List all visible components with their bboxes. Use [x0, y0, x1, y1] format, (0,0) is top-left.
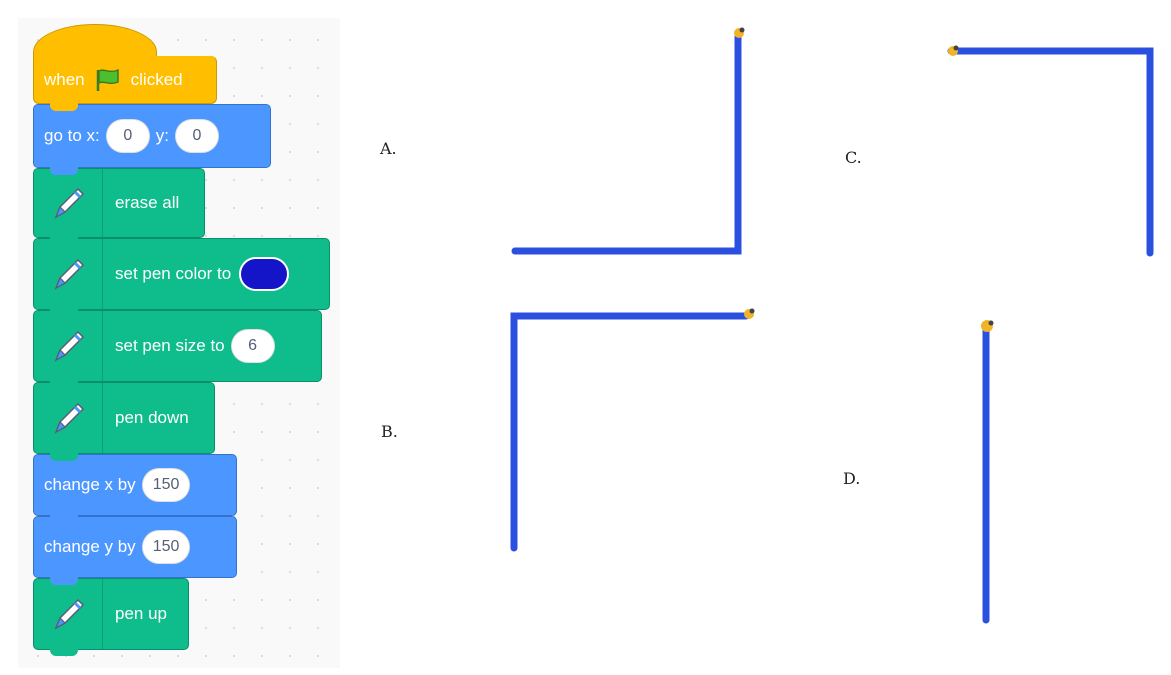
- set-pen-color-block[interactable]: set pen color to: [33, 238, 330, 316]
- change-x-label: change x by: [44, 475, 136, 494]
- sprite-icon: [744, 308, 755, 319]
- erase-all-block[interactable]: erase all: [33, 168, 205, 244]
- block-connector: [50, 166, 78, 174]
- block-connector: [50, 308, 78, 316]
- change-y-block[interactable]: change y by 150: [33, 516, 237, 584]
- pen-icon-container: [34, 311, 103, 381]
- block-connector: [50, 648, 78, 656]
- pen-down-label: pen down: [115, 408, 189, 427]
- y-input[interactable]: 0: [175, 119, 219, 153]
- pen-icon: [54, 258, 85, 290]
- option-a-path: [511, 33, 742, 255]
- option-c-path: [947, 47, 1154, 257]
- option-c-label: C.: [845, 148, 862, 167]
- go-to-xy-block[interactable]: go to x: 0 y: 0: [33, 104, 271, 174]
- y-label: y:: [155, 126, 169, 145]
- sprite-icon: [948, 45, 959, 56]
- pen-icon-container: [34, 383, 103, 453]
- block-connector: [50, 452, 78, 460]
- sprite-icon: [734, 27, 745, 38]
- pen-icon-container: [34, 169, 103, 237]
- block-connector: [50, 576, 78, 584]
- erase-all-label: erase all: [115, 193, 180, 212]
- pen-icon-container: [34, 579, 103, 649]
- pen-icon-container: [34, 239, 103, 309]
- sprite-icon: [981, 320, 994, 332]
- when-label: when: [44, 69, 85, 89]
- pen-up-label: pen up: [115, 604, 167, 623]
- change-x-input[interactable]: 150: [141, 468, 191, 502]
- pen-icon: [54, 187, 85, 219]
- pen-up-block[interactable]: pen up: [33, 578, 189, 656]
- pen-icon: [54, 598, 85, 630]
- x-input[interactable]: 0: [105, 119, 150, 153]
- block-connector: [50, 102, 78, 110]
- block-connector: [50, 380, 78, 388]
- when-flag-clicked-block[interactable]: when clicked: [33, 56, 217, 110]
- block-connector: [50, 236, 78, 244]
- go-to-label: go to x:: [44, 126, 100, 145]
- pen-color-swatch[interactable]: [239, 257, 290, 291]
- pen-icon: [54, 330, 85, 362]
- clicked-label: clicked: [130, 69, 183, 89]
- green-flag-icon: [96, 68, 119, 91]
- change-y-label: change y by: [44, 537, 136, 556]
- option-b-path: [510, 312, 750, 552]
- pen-icon: [54, 402, 85, 434]
- change-x-block[interactable]: change x by 150: [33, 454, 237, 522]
- block-connector: [50, 514, 78, 522]
- set-pen-color-label: set pen color to: [115, 264, 232, 283]
- pen-size-input[interactable]: 6: [230, 329, 275, 363]
- change-y-input[interactable]: 150: [141, 530, 191, 564]
- set-pen-size-block[interactable]: set pen size to 6: [33, 310, 322, 388]
- option-a-label: A.: [380, 139, 397, 158]
- set-pen-size-label: set pen size to: [115, 336, 225, 355]
- option-d-label: D.: [843, 469, 861, 488]
- option-b-label: B.: [381, 422, 398, 441]
